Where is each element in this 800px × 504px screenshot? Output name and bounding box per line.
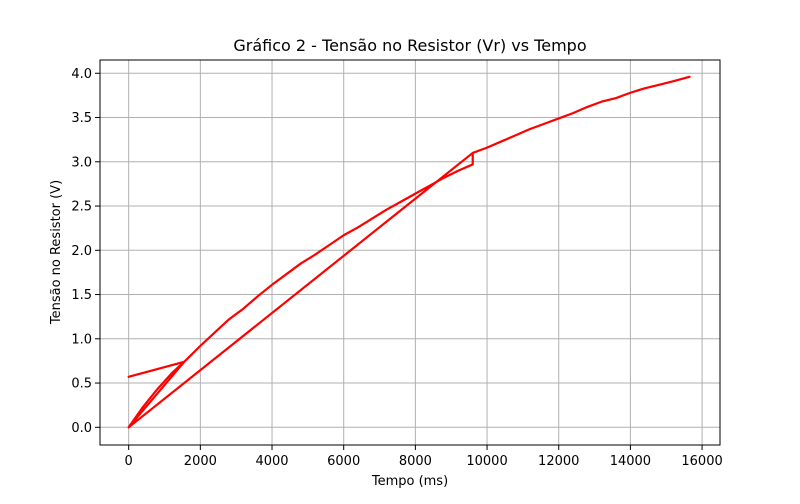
x-tick-label: 2000 xyxy=(184,454,217,469)
y-tick-label: 3.0 xyxy=(71,155,92,170)
y-tick-label: 0.0 xyxy=(71,421,92,436)
x-tick-label: 10000 xyxy=(466,454,507,469)
series-line-0 xyxy=(127,75,691,429)
plot-area-frame xyxy=(99,59,721,446)
x-tick-label: 16000 xyxy=(681,454,722,469)
y-axis-label: Tensão no Resistor (V) xyxy=(49,180,64,325)
y-axis: 0.0 0.5 1.0 1.5 2.0 2.5 3.0 3.5 4.0 xyxy=(71,67,100,436)
y-tick-label: 0.5 xyxy=(71,377,92,392)
grid xyxy=(100,60,720,445)
x-tick-label: 14000 xyxy=(610,454,651,469)
x-tick-label: 8000 xyxy=(399,454,432,469)
series-layer xyxy=(127,75,691,429)
y-tick-label: 4.0 xyxy=(71,67,92,82)
y-tick-label: 3.5 xyxy=(71,111,92,126)
chart-title: Gráfico 2 - Tensão no Resistor (Vr) vs T… xyxy=(233,36,586,55)
x-tick-label: 12000 xyxy=(538,454,579,469)
x-axis: 0 2000 4000 6000 8000 10000 12000 14000 16000 xyxy=(125,445,723,469)
y-tick-label: 1.5 xyxy=(71,288,92,303)
x-axis-label: Tempo (ms) xyxy=(371,474,448,489)
x-tick-label: 6000 xyxy=(327,454,360,469)
y-tick-label: 1.0 xyxy=(71,332,92,347)
y-tick-label: 2.5 xyxy=(71,200,92,215)
x-tick-label: 0 xyxy=(125,454,133,469)
x-tick-label: 4000 xyxy=(255,454,288,469)
y-tick-label: 2.0 xyxy=(71,244,92,259)
